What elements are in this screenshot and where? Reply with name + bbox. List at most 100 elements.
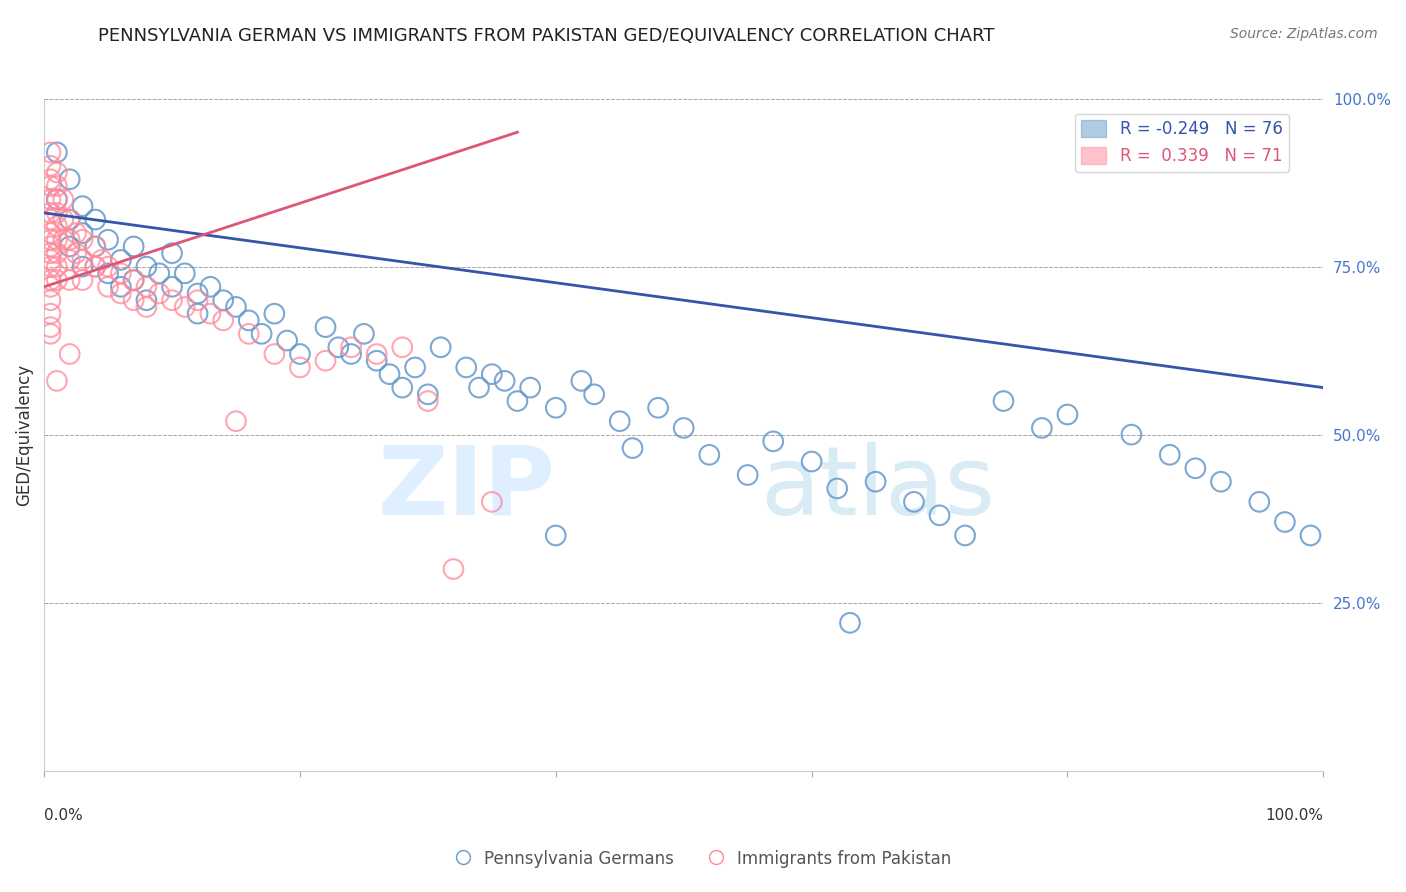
Point [481,367,503,381]
Point [276,334,298,348]
Point [328,340,350,354]
Point [110,286,132,301]
Point [993,394,1015,409]
Point [59,252,82,267]
Point [45,374,67,388]
Point [84,260,107,274]
Point [90,252,112,267]
Point [59,172,82,186]
Text: Source: ZipAtlas.com: Source: ZipAtlas.com [1230,27,1378,41]
Point [173,300,195,314]
Point [378,367,401,381]
Text: PENNSYLVANIA GERMAN VS IMMIGRANTS FROM PAKISTAN GED/EQUIVALENCY CORRELATION CHAR: PENNSYLVANIA GERMAN VS IMMIGRANTS FROM P… [98,27,995,45]
Point [263,307,285,321]
Point [340,340,363,354]
Point [340,347,363,361]
Point [122,293,145,308]
Point [443,562,465,576]
Point [416,394,439,409]
Point [1121,427,1143,442]
Point [697,448,720,462]
Point [148,266,170,280]
Point [391,340,413,354]
Point [135,260,157,274]
Point [59,347,82,361]
Point [45,233,67,247]
Point [39,172,62,186]
Point [187,307,209,321]
Point [404,360,426,375]
Point [45,193,67,207]
Point [65,246,87,260]
Point [429,340,451,354]
Point [200,280,222,294]
Point [263,347,285,361]
Point [122,273,145,287]
Point [288,347,311,361]
Point [110,266,132,280]
Point [353,326,375,341]
Point [110,280,132,294]
Text: 100.0%: 100.0% [1265,807,1323,822]
Point [97,260,120,274]
Text: 0.0%: 0.0% [44,807,83,822]
Point [45,165,67,179]
Point [928,508,950,523]
Point [800,454,823,468]
Point [39,145,62,160]
Legend: Pennsylvania Germans, Immigrants from Pakistan: Pennsylvania Germans, Immigrants from Pa… [447,843,959,875]
Point [468,381,491,395]
Point [39,178,62,193]
Point [45,246,67,260]
Point [39,326,62,341]
Point [45,273,67,287]
Point [160,293,183,308]
Point [672,421,695,435]
Point [72,260,94,274]
Point [39,280,62,294]
Point [366,347,388,361]
Point [39,293,62,308]
Point [456,360,478,375]
Point [45,219,67,234]
Point [39,226,62,240]
Point [583,387,606,401]
Point [39,212,62,227]
Point [84,260,107,274]
Point [187,286,209,301]
Point [238,313,260,327]
Point [45,178,67,193]
Point [72,252,94,267]
Point [45,206,67,220]
Point [122,239,145,253]
Point [544,528,567,542]
Point [212,293,235,308]
Point [59,273,82,287]
Y-axis label: GED/Equivalency: GED/Equivalency [15,364,32,506]
Point [160,280,183,294]
Point [84,239,107,253]
Point [544,401,567,415]
Point [1031,421,1053,435]
Point [953,528,976,542]
Point [39,320,62,334]
Point [39,246,62,260]
Point [84,212,107,227]
Point [1159,448,1181,462]
Point [903,495,925,509]
Point [1299,528,1322,542]
Point [72,226,94,240]
Point [72,199,94,213]
Point [59,239,82,253]
Point [45,145,67,160]
Point [39,159,62,173]
Point [65,226,87,240]
Point [52,193,75,207]
Point [135,280,157,294]
Point [647,401,669,415]
Point [1184,461,1206,475]
Point [609,414,631,428]
Point [1209,475,1232,489]
Point [212,313,235,327]
Point [39,233,62,247]
